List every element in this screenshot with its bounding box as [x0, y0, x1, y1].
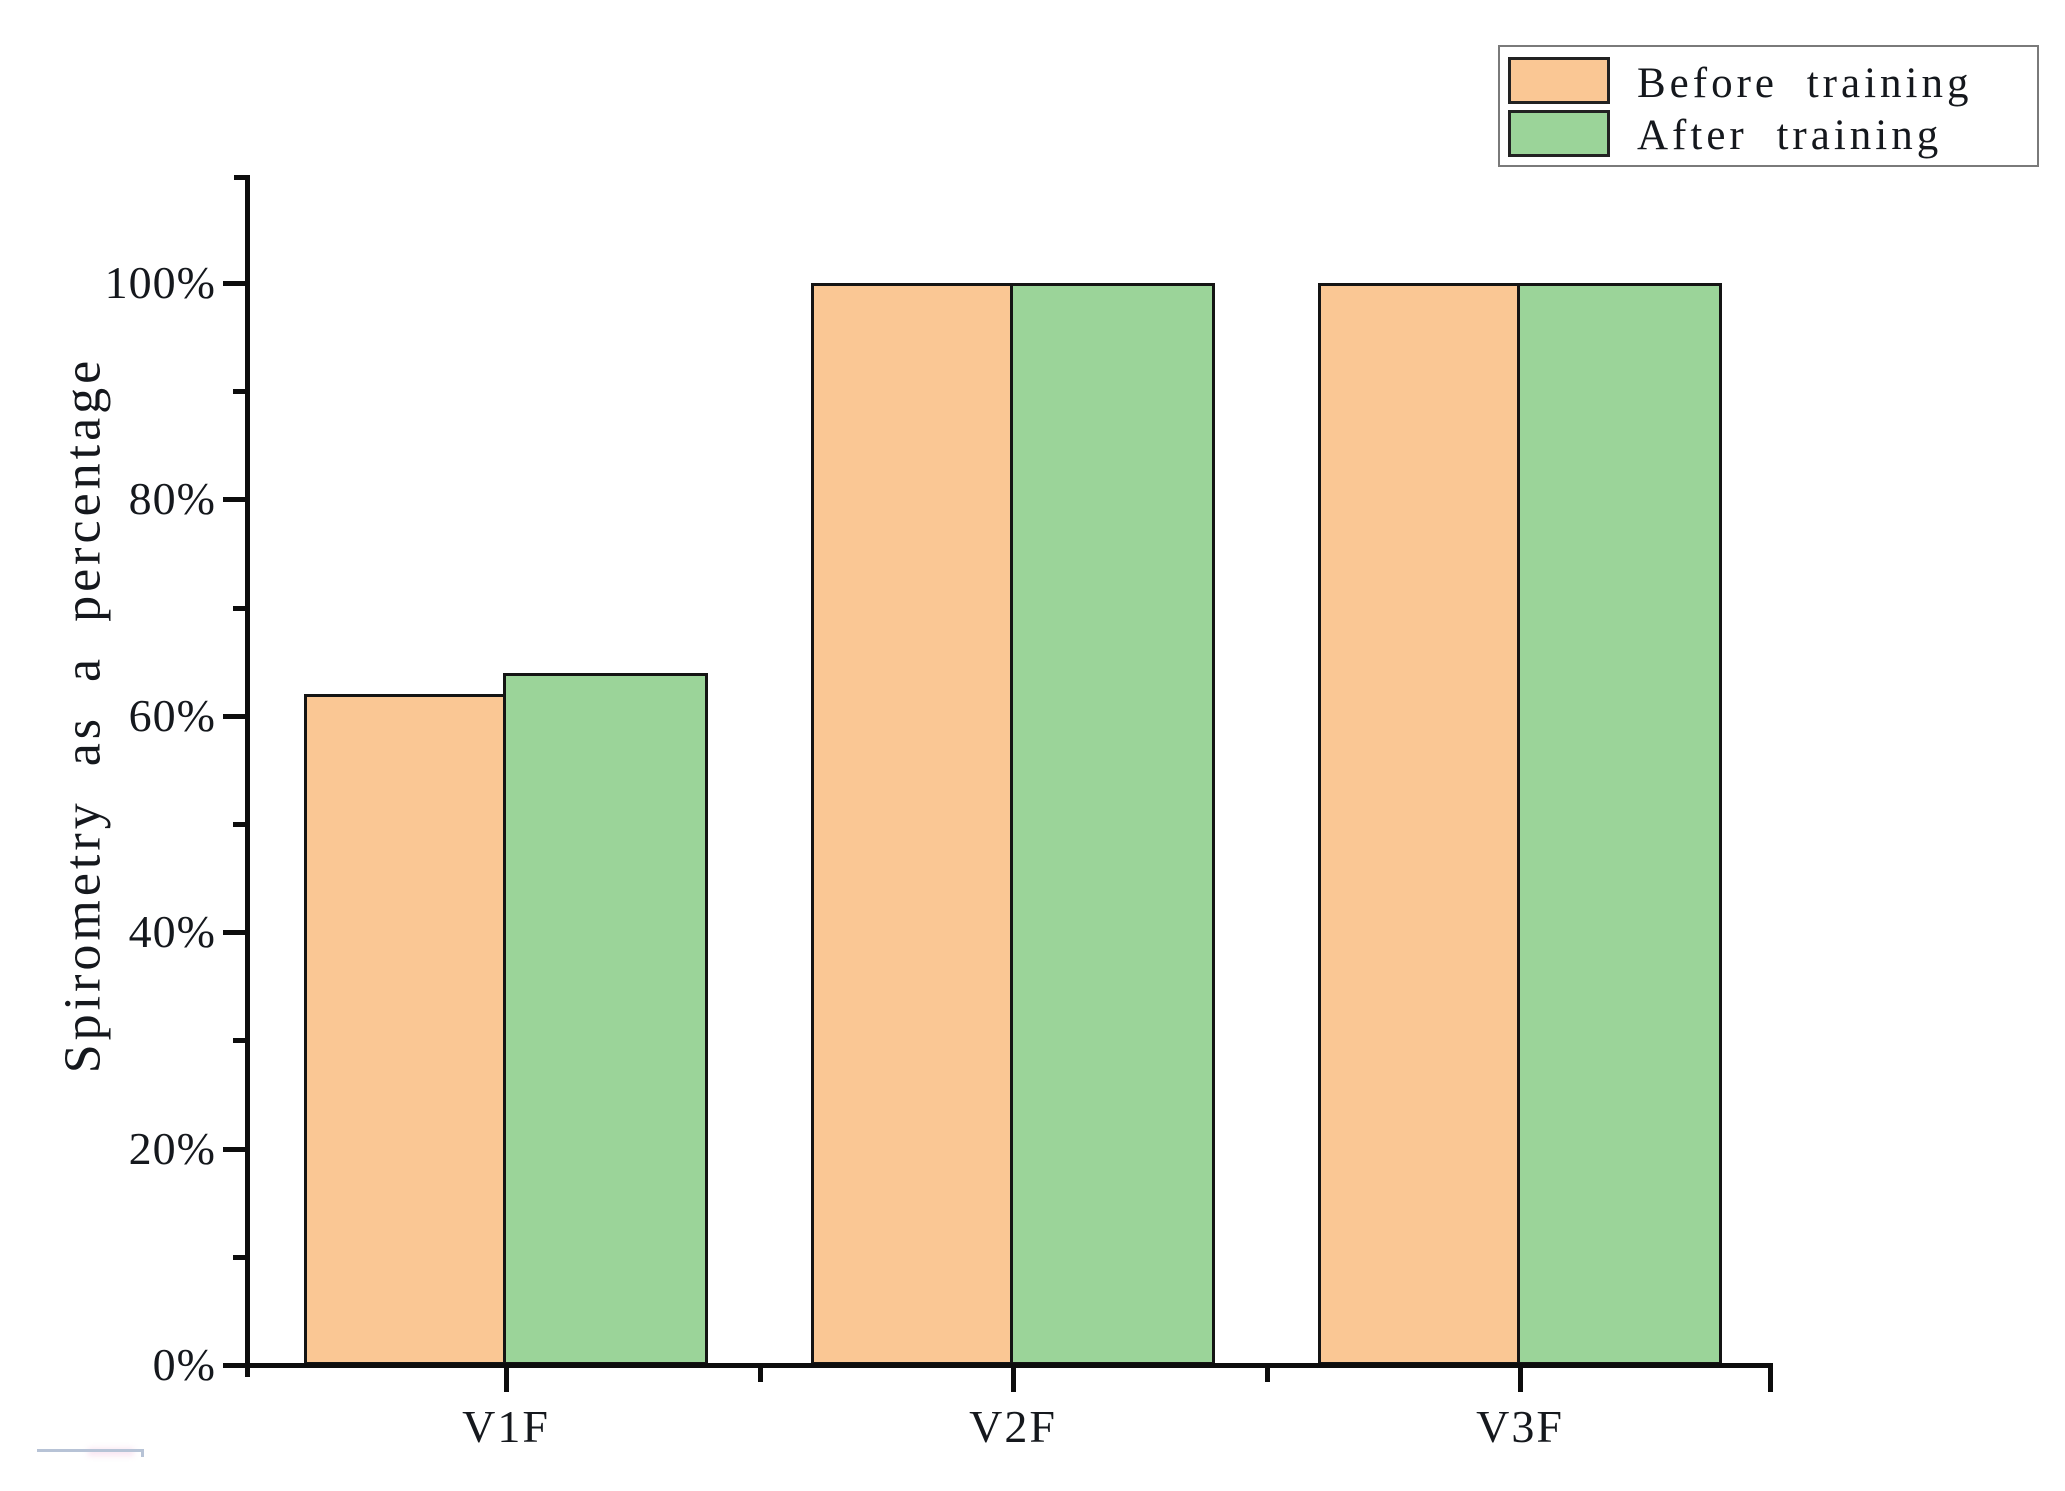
x-category-label: V3F: [1476, 1401, 1564, 1452]
x-category-label: V2F: [969, 1401, 1057, 1452]
artifact-smudge: [88, 1448, 134, 1456]
y-tick-label: 60%: [128, 689, 216, 741]
x-category-label: V1F: [462, 1401, 550, 1452]
artifact-line-end: [141, 1449, 144, 1457]
y-major-tick: [223, 1363, 245, 1368]
artifact-line: [37, 1449, 143, 1452]
y-axis: [245, 174, 250, 1377]
y-axis-title: Spirometry as a percentage: [54, 356, 112, 1074]
x-axis: [245, 1363, 1773, 1368]
y-minor-tick: [233, 605, 245, 611]
legend: Before training After training: [1498, 45, 2039, 167]
y-minor-tick: [233, 1254, 245, 1260]
y-minor-tick: [233, 1038, 245, 1044]
y-tick-label: 80%: [128, 473, 216, 525]
legend-swatch-before-training: [1508, 57, 1610, 104]
legend-label-before-training: Before training: [1637, 60, 1973, 107]
x-major-tick: [504, 1363, 509, 1392]
bar-v1f-after-training: [503, 672, 708, 1365]
y-tick-label: 20%: [128, 1122, 216, 1174]
bar-v1f-before-training: [304, 694, 506, 1365]
legend-swatch-after-training: [1508, 110, 1610, 157]
y-major-tick: [223, 930, 245, 936]
y-major-tick: [223, 713, 245, 719]
x-minor-tick: [757, 1363, 763, 1382]
legend-label-after-training: After training: [1637, 112, 1943, 159]
y-major-tick: [223, 281, 245, 286]
y-minor-tick: [233, 822, 245, 827]
y-tick-label: 100%: [104, 257, 216, 308]
bar-v3f-after-training: [1517, 283, 1722, 1365]
bar-v3f-before-training: [1318, 283, 1520, 1365]
bar-v2f-before-training: [811, 283, 1013, 1365]
x-major-tick: [1011, 1363, 1016, 1392]
x-minor-tick: [1264, 1363, 1270, 1382]
y-axis-end-cap: [234, 174, 245, 180]
x-axis-end-cap: [1768, 1363, 1773, 1392]
bar-v2f-after-training: [1010, 283, 1215, 1365]
y-major-tick: [223, 1146, 245, 1152]
x-major-tick: [1518, 1363, 1523, 1392]
y-minor-tick: [233, 389, 245, 395]
y-tick-label: 0%: [152, 1339, 216, 1390]
y-major-tick: [223, 497, 245, 503]
y-tick-label: 40%: [128, 906, 216, 958]
